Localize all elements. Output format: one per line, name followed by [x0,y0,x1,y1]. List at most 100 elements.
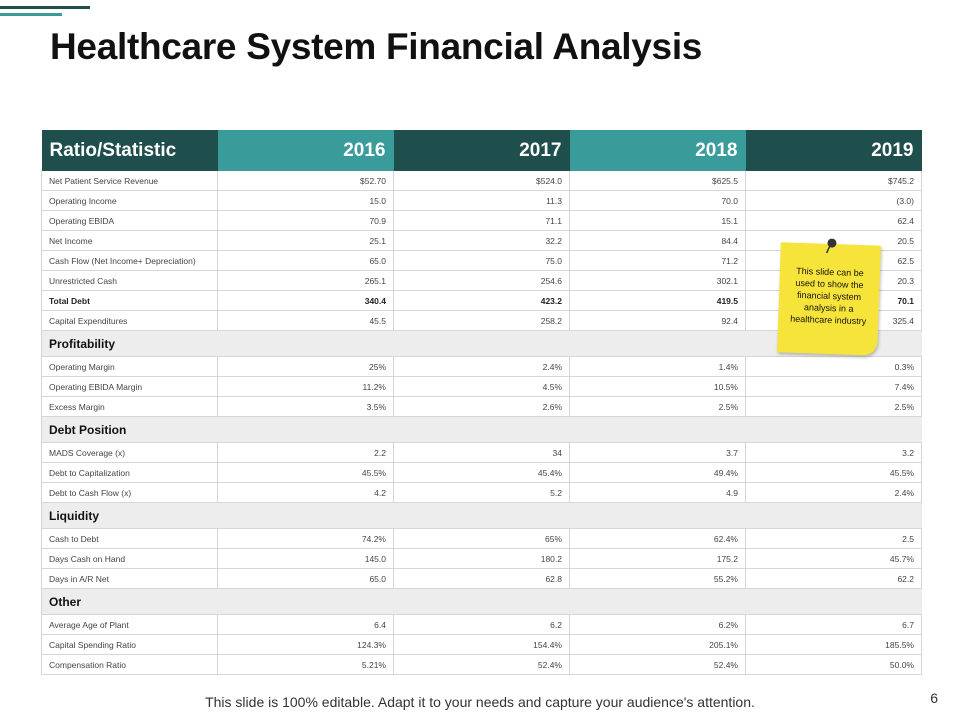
section-label: Other [41,588,922,615]
cell-2017: 2.6% [393,396,570,417]
row-label: Excess Margin [41,396,218,417]
cell-2018: $625.5 [569,171,746,191]
cell-2017: 62.8 [393,568,570,589]
table-row: Days in A/R Net 65.0 62.8 55.2% 62.2 [41,568,922,589]
table-row: Cash Flow (Net Income+ Depreciation) 65.0… [41,250,922,271]
row-label: Operating EBIDA Margin [41,376,218,397]
cell-2016: 145.0 [217,548,394,569]
cell-2018: 302.1 [569,270,746,291]
cell-2019: $745.2 [745,171,922,191]
cell-2019: 62.2 [745,568,922,589]
row-label: Operating Margin [41,356,218,377]
row-label: Cash Flow (Net Income+ Depreciation) [41,250,218,271]
cell-2016: 65.0 [217,568,394,589]
section-label: Debt Position [41,416,922,443]
cell-2016: 25% [217,356,394,377]
cell-2019: 45.7% [745,548,922,569]
cell-2016: 124.3% [217,634,394,655]
row-label: Operating EBIDA [41,210,218,231]
cell-2018: 6.2% [569,614,746,635]
cell-2018: 1.4% [569,356,746,377]
cell-2018: 55.2% [569,568,746,589]
cell-2016: 45.5 [217,310,394,331]
cell-2017: 2.4% [393,356,570,377]
cell-2018: 3.7 [569,442,746,463]
decor-line-bottom [0,13,62,16]
cell-2016: 11.2% [217,376,394,397]
cell-2016: 340.4 [217,290,394,311]
cell-2017: 5.2 [393,482,570,503]
cell-2017: 11.3 [393,190,570,211]
cell-2016: 65.0 [217,250,394,271]
section-header-row: Liquidity [41,502,922,529]
section-header-row: Other [41,588,922,615]
row-label: Net Patient Service Revenue [41,171,218,191]
cell-2019: 0.3% [745,356,922,377]
header-year-2018: 2018 [569,130,746,171]
sticky-note-text: This slide can be used to show the finan… [790,265,867,327]
cell-2017: 180.2 [393,548,570,569]
footer-text: This slide is 100% editable. Adapt it to… [205,694,755,710]
row-label: Cash to Debt [41,528,218,549]
table-row: Capital Spending Ratio 124.3% 154.4% 205.1%… [41,634,922,655]
row-label: MADS Coverage (x) [41,442,218,463]
cell-2017: 32.2 [393,230,570,251]
cell-2018: 15.1 [569,210,746,231]
cell-2018: 205.1% [569,634,746,655]
section-label: Profitability [41,330,922,357]
cell-2016: 3.5% [217,396,394,417]
cell-2019: 2.5% [745,396,922,417]
table-row: Cash to Debt 74.2% 65% 62.4% 2.5 [41,528,922,549]
row-label: Days Cash on Hand [41,548,218,569]
cell-2017: 52.4% [393,654,570,675]
cell-2018: 49.4% [569,462,746,483]
header-year-2017: 2017 [393,130,570,171]
table-body: Net Patient Service Revenue $52.70 $524.0 $… [41,171,922,675]
header-year-2019: 2019 [745,130,922,171]
cell-2016: $52.70 [217,171,394,191]
table-row: Debt to Cash Flow (x) 4.2 5.2 4.9 2.4% [41,482,922,503]
table-header-row: Ratio/Statistic 2016 2017 2018 2019 [41,130,922,171]
cell-2016: 70.9 [217,210,394,231]
row-label: Total Debt [41,290,218,311]
table-row: Operating EBIDA 70.9 71.1 15.1 62.4 [41,210,922,231]
cell-2017: 423.2 [393,290,570,311]
cell-2017: $524.0 [393,171,570,191]
cell-2019: 45.5% [745,462,922,483]
decor-line-top [0,6,90,9]
row-label: Capital Spending Ratio [41,634,218,655]
row-label: Days in A/R Net [41,568,218,589]
cell-2018: 175.2 [569,548,746,569]
cell-2016: 45.5% [217,462,394,483]
cell-2016: 15.0 [217,190,394,211]
cell-2019: 62.4 [745,210,922,231]
table-row: Compensation Ratio 5.21% 52.4% 52.4% 50.0% [41,654,922,675]
cell-2018: 52.4% [569,654,746,675]
row-label: Compensation Ratio [41,654,218,675]
pushpin-icon [825,238,837,254]
cell-2019: 7.4% [745,376,922,397]
section-label: Liquidity [41,502,922,529]
page-number: 6 [930,690,938,706]
cell-2019: 50.0% [745,654,922,675]
financial-table: Ratio/Statistic 2016 2017 2018 2019 Net … [41,130,922,675]
cell-2018: 62.4% [569,528,746,549]
table-row: Excess Margin 3.5% 2.6% 2.5% 2.5% [41,396,922,417]
cell-2017: 45.4% [393,462,570,483]
table-row: Net Patient Service Revenue $52.70 $524.0 $… [41,171,922,191]
cell-2018: 71.2 [569,250,746,271]
cell-2018: 84.4 [569,230,746,251]
cell-2017: 6.2 [393,614,570,635]
cell-2017: 75.0 [393,250,570,271]
cell-2016: 2.2 [217,442,394,463]
section-header-row: Debt Position [41,416,922,443]
cell-2016: 25.1 [217,230,394,251]
table-row: Operating Margin 25% 2.4% 1.4% 0.3% [41,356,922,377]
cell-2017: 258.2 [393,310,570,331]
cell-2018: 10.5% [569,376,746,397]
cell-2019: 2.5 [745,528,922,549]
table-row: Debt to Capitalization 45.5% 45.4% 49.4% 45.… [41,462,922,483]
table-row: Operating Income 15.0 11.3 70.0 (3.0) [41,190,922,211]
sticky-note: This slide can be used to show the finan… [777,238,881,356]
cell-2016: 6.4 [217,614,394,635]
